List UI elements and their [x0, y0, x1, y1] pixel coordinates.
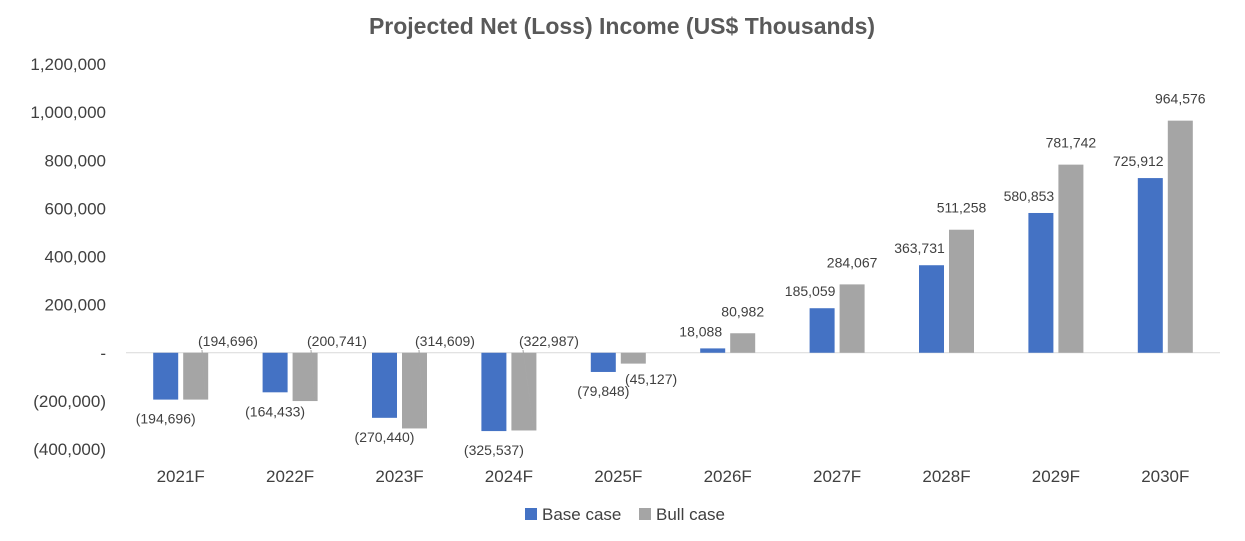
data-label: (314,609) — [415, 333, 475, 349]
y-tick-label: 400,000 — [45, 248, 106, 267]
y-tick-label: 1,200,000 — [30, 55, 106, 74]
bars-layer — [153, 120, 1193, 432]
x-tick-label: 2025F — [594, 467, 642, 486]
data-label: 580,853 — [1004, 188, 1055, 204]
x-tick-label: 2029F — [1032, 467, 1080, 486]
data-label: (270,440) — [355, 429, 415, 445]
label-leader-line — [418, 349, 425, 425]
bar-bull-case — [292, 352, 318, 402]
x-tick-label: 2027F — [813, 467, 861, 486]
data-label: 964,576 — [1155, 91, 1206, 107]
bar-bull-case — [949, 229, 974, 353]
bar-base-case — [919, 265, 944, 353]
bar-bull-case — [730, 333, 756, 353]
bar-bull-case — [839, 284, 865, 353]
bar-bull-case — [183, 352, 209, 400]
legend-label: Bull case — [656, 505, 725, 524]
data-label: 725,912 — [1113, 153, 1164, 169]
data-label: 18,088 — [679, 323, 722, 339]
x-tick-label: 2024F — [485, 467, 533, 486]
y-tick-label: - — [100, 344, 106, 363]
bar-bull-case — [620, 352, 646, 364]
x-tick-label: 2030F — [1141, 467, 1189, 486]
y-tick-label: 1,000,000 — [30, 103, 106, 122]
x-tick-label: 2023F — [375, 467, 423, 486]
data-label: (79,848) — [577, 383, 629, 399]
y-tick-label: 200,000 — [45, 296, 106, 315]
legend-label: Base case — [542, 505, 621, 524]
y-tick-label: (400,000) — [33, 440, 106, 459]
label-leader-line — [201, 349, 206, 396]
label-leader-line — [310, 349, 316, 398]
bar-base-case — [481, 352, 507, 432]
data-label: (325,537) — [464, 442, 524, 458]
data-label: (194,696) — [136, 411, 196, 427]
data-label: 781,742 — [1046, 135, 1097, 151]
data-label: (194,696) — [198, 333, 258, 349]
data-label: 80,982 — [721, 303, 764, 319]
legend: Base case Bull case — [525, 505, 725, 524]
legend-swatch — [639, 508, 651, 520]
y-tick-label: (200,000) — [33, 392, 106, 411]
x-tick-label: 2021F — [157, 467, 205, 486]
bar-base-case — [1137, 178, 1163, 353]
data-label: (200,741) — [307, 333, 367, 349]
legend-swatch — [525, 508, 537, 520]
bar-base-case — [700, 348, 726, 353]
data-labels-layer: (194,696) (164,433) (270,440) (325,537) (79,… — [136, 91, 1206, 458]
x-tick-label: 2026F — [704, 467, 752, 486]
bar-base-case — [153, 352, 179, 400]
bar-base-case — [809, 308, 835, 353]
bar-base-case — [372, 352, 397, 418]
data-label: 185,059 — [785, 283, 836, 299]
chart-title: Projected Net (Loss) Income (US$ Thousan… — [369, 13, 875, 39]
bar-bull-case — [1167, 120, 1193, 353]
y-tick-label: 600,000 — [45, 199, 106, 218]
data-label: 363,731 — [894, 240, 945, 256]
bar-base-case — [590, 352, 616, 372]
data-label: 511,258 — [937, 200, 987, 216]
data-label: 284,067 — [827, 254, 878, 270]
bar-base-case — [1028, 212, 1054, 353]
label-leader-line — [522, 349, 534, 427]
data-label: (45,127) — [625, 371, 677, 387]
bar-bull-case — [1058, 164, 1084, 353]
data-label: (164,433) — [245, 403, 305, 419]
x-tick-label: 2022F — [266, 467, 314, 486]
y-tick-label: 800,000 — [45, 151, 106, 170]
bar-bull-case — [402, 352, 427, 429]
x-tick-label: 2028F — [922, 467, 970, 486]
data-label: (322,987) — [519, 333, 579, 349]
bar-base-case — [262, 352, 288, 393]
